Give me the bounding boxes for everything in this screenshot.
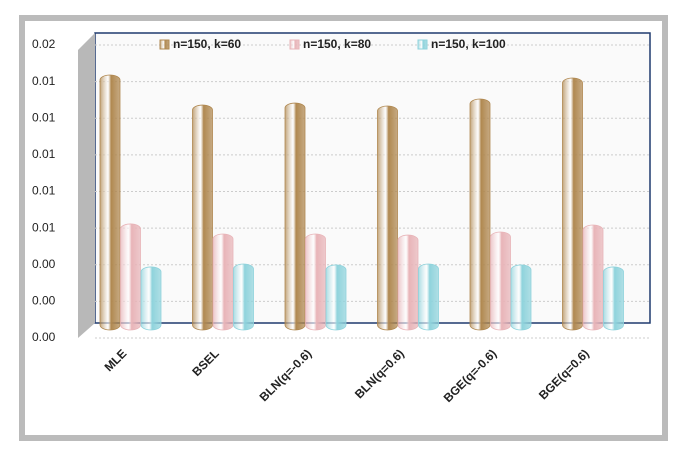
bar [120,223,141,331]
bar [325,264,347,331]
bar [99,74,121,331]
bar [397,234,419,331]
y-tick-label: 0.02 [32,37,56,51]
bar [562,77,583,331]
legend-label: n=150, k=80 [303,37,371,51]
legend-label: n=150, k=100 [431,37,506,51]
bar [192,104,213,331]
bar [510,264,532,331]
bar [212,233,234,331]
bar [305,233,326,331]
bar [603,266,624,331]
bar [140,266,162,331]
bar [377,105,398,331]
bar [490,231,511,331]
bar [469,98,491,331]
y-tick-label: 0.01 [32,147,56,161]
bar [418,263,439,331]
y-tick-label: 0.01 [32,74,56,88]
y-tick-label: 0.01 [32,220,56,234]
bar [233,263,254,331]
bar [284,102,306,331]
legend-swatch [417,39,428,50]
left-wall [78,33,95,338]
y-tick-label: 0.00 [32,257,56,271]
y-tick-label: 0.01 [32,184,56,198]
y-tick-label: 0.00 [32,330,56,344]
legend-swatch [159,39,170,50]
y-tick-label: 0.01 [32,110,56,124]
legend-swatch [289,39,300,50]
bar [582,224,604,331]
legend-label: n=150, k=60 [173,37,241,51]
y-tick-label: 0.00 [32,294,56,308]
